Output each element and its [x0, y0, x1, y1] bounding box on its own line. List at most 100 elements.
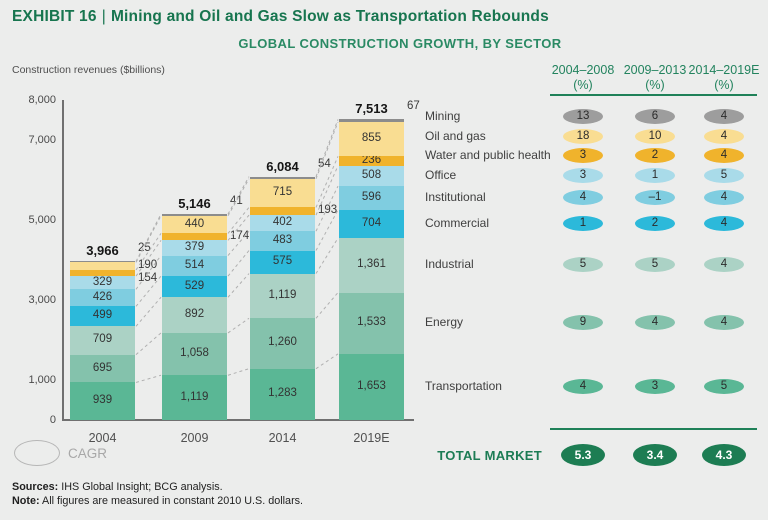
sector-label: Office	[425, 167, 457, 182]
sector-label: Institutional	[425, 190, 486, 205]
total-cagr-oval: 5.3	[561, 444, 605, 466]
cagr-oval: 1	[635, 167, 675, 183]
bar-segment	[162, 240, 227, 256]
bar-total-label: 3,966	[86, 243, 119, 259]
bar-segment	[70, 269, 135, 277]
bar-segment	[162, 255, 227, 277]
bar-segment	[339, 292, 404, 354]
segment-value-label: 892	[184, 308, 205, 321]
cagr-oval: 4	[635, 315, 675, 331]
total-cagr-oval: 3.4	[633, 444, 677, 466]
bar-segment	[70, 289, 135, 307]
x-axis-category-label: 2009	[180, 431, 209, 445]
bar-segment	[339, 165, 404, 187]
bar-segment	[339, 122, 404, 157]
title-separator: |	[101, 8, 106, 25]
segment-value-label: 402	[272, 216, 293, 229]
cagr-oval: 4	[704, 109, 744, 125]
bar-segment	[70, 262, 135, 270]
cagr-legend-oval-icon	[14, 440, 60, 466]
segment-callout-label: 25	[138, 242, 151, 255]
segment-callout-label: 193	[318, 204, 338, 217]
sources-text: IHS Global Insight; BCG analysis.	[58, 481, 223, 493]
total-market-label: TOTAL MARKET	[437, 448, 542, 463]
bar-segment	[250, 207, 315, 216]
sources-line: Sources: IHS Global Insight; BCG analysi…	[12, 480, 303, 494]
bar-segment	[250, 273, 315, 319]
bar-segment	[339, 209, 404, 239]
x-axis-category-label: 2019E	[353, 431, 390, 445]
note-label: Note:	[12, 495, 40, 507]
segment-value-label: 575	[272, 255, 293, 268]
exhibit-label: EXHIBIT 16	[12, 8, 97, 25]
segment-value-label: 855	[361, 132, 382, 145]
segment-value-label: 426	[92, 290, 113, 303]
bar-segment	[339, 238, 404, 293]
bar-segment	[162, 297, 227, 333]
bar-segment	[250, 368, 315, 420]
sector-label: Transportation	[425, 378, 502, 393]
segment-callout-label: 54	[318, 157, 331, 170]
bar-total-label: 5,146	[178, 196, 211, 212]
segment-callout-label: 190	[138, 259, 158, 272]
cagr-oval: 4	[563, 378, 603, 394]
total-divider-line	[550, 428, 757, 430]
sector-label: Mining	[425, 109, 461, 124]
bar-segment	[70, 382, 135, 420]
cagr-oval: –1	[635, 190, 675, 206]
segment-value-label: 1,361	[357, 258, 386, 271]
segment-callout-label: 154	[138, 272, 158, 285]
sources-label: Sources:	[12, 481, 59, 493]
cagr-oval: 4	[704, 257, 744, 273]
cagr-oval: 5	[704, 167, 744, 183]
sector-label: Water and public health	[425, 148, 551, 163]
y-axis-tick-label: 8,000	[28, 94, 56, 106]
y-axis-line	[62, 100, 64, 420]
bar-segment	[70, 354, 135, 383]
y-axis-tick-label: 3,000	[28, 294, 56, 306]
bar-segment	[70, 326, 135, 355]
cagr-oval: 4	[704, 128, 744, 144]
segment-value-label: 939	[92, 394, 113, 407]
cagr-oval: 5	[563, 257, 603, 273]
segment-value-label: 1,058	[180, 347, 209, 360]
note-line: Note: All figures are measured in consta…	[12, 494, 303, 508]
cagr-oval: 9	[563, 315, 603, 331]
x-axis-category-label: 2014	[268, 431, 297, 445]
bar-segment	[250, 178, 315, 208]
segment-value-label: 483	[272, 233, 293, 246]
segment-value-label: 236	[361, 154, 382, 167]
cagr-oval: 5	[635, 257, 675, 273]
exhibit-title: Mining and Oil and Gas Slow as Transport…	[110, 8, 549, 25]
cagr-oval: 4	[563, 190, 603, 206]
bar-segment	[250, 250, 315, 274]
segment-value-label: 596	[361, 191, 382, 204]
total-cagr-oval: 4.3	[702, 444, 746, 466]
segment-value-label: 709	[92, 333, 113, 346]
bar-segment	[339, 353, 404, 420]
cagr-oval: 13	[563, 109, 603, 125]
cagr-oval: 4	[704, 148, 744, 164]
cagr-oval: 2	[635, 148, 675, 164]
table-period-header: 2014–2019E (%)	[688, 63, 760, 92]
segment-value-label: 715	[272, 186, 293, 199]
bar-segment	[162, 215, 227, 234]
segment-value-label: 499	[92, 309, 113, 322]
bar-segment	[162, 375, 227, 420]
cagr-oval: 1	[563, 216, 603, 232]
y-axis-tick-label: 5,000	[28, 214, 56, 226]
bar-total-label: 7,513	[355, 101, 388, 117]
bar-segment	[250, 231, 315, 251]
cagr-oval: 3	[563, 167, 603, 183]
bar-segment	[250, 176, 315, 179]
note-text: All figures are measured in constant 201…	[39, 495, 304, 507]
bar-segment	[339, 186, 404, 210]
segment-value-label: 1,533	[357, 316, 386, 329]
bar-segment	[162, 214, 227, 216]
cagr-oval: 2	[635, 216, 675, 232]
sector-label: Commercial	[425, 216, 490, 231]
cagr-legend-label: CAGR	[68, 446, 108, 461]
segment-value-label: 379	[184, 240, 205, 253]
